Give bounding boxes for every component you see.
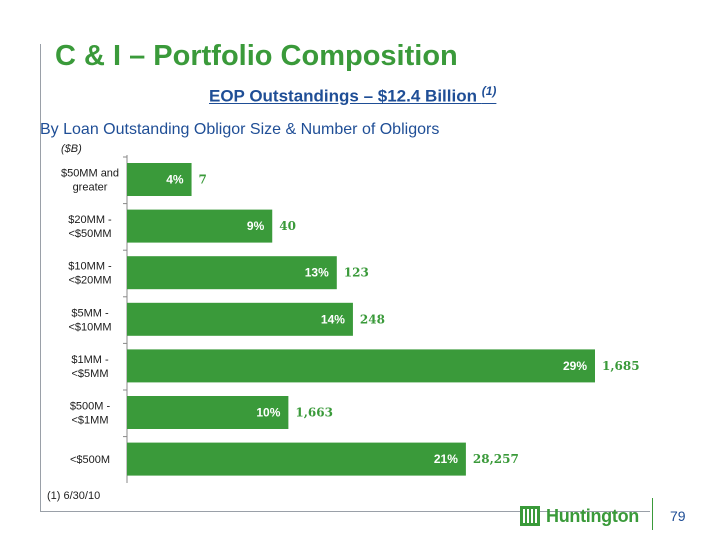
bar-percent-label: 10% xyxy=(256,406,280,420)
obligor-count-label: 248 xyxy=(360,312,385,326)
category-label-line: $5MM - xyxy=(71,307,109,319)
bar xyxy=(127,256,337,290)
chart-title: By Loan Outstanding Obligor Size & Numbe… xyxy=(40,121,440,138)
category-label-line: <$20MM xyxy=(68,275,111,287)
category-label-line: <$5MM xyxy=(72,368,109,380)
huntington-logo-icon xyxy=(520,506,540,526)
bar-percent-label: 4% xyxy=(166,173,184,187)
huntington-logo: Huntington xyxy=(520,505,639,527)
category-label-line: <$1MM xyxy=(72,415,109,427)
unit-label: ($B) xyxy=(61,143,82,155)
subtitle-note: (1) xyxy=(481,84,497,98)
category-label-line: $20MM - xyxy=(68,214,112,226)
category-label-line: $50MM and xyxy=(61,168,119,180)
category-label-line: <$500M xyxy=(70,454,110,466)
category-label: $20MM - <$50MM xyxy=(68,214,112,240)
bar xyxy=(127,163,192,196)
obligor-count-label: 1,663 xyxy=(295,406,333,420)
bar xyxy=(127,442,466,476)
category-label: $10MM - <$20MM xyxy=(68,261,112,287)
bar xyxy=(127,302,353,336)
bar xyxy=(127,396,289,429)
category-label: $50MM and greater xyxy=(61,168,119,194)
obligor-count-label: 1,685 xyxy=(602,359,640,373)
bar-percent-label: 29% xyxy=(563,359,587,373)
bottom-rule xyxy=(40,511,650,512)
left-rule xyxy=(40,44,41,512)
logo-text: Huntington xyxy=(546,505,639,526)
category-label-line: $500M - xyxy=(70,401,111,413)
obligor-count-label: 28,257 xyxy=(473,452,519,466)
bar-percent-label: 14% xyxy=(321,312,345,326)
logo-divider xyxy=(652,498,653,530)
subtitle-text: EOP Outstandings – $12.4 Billion xyxy=(209,86,477,106)
obligor-count-label: 7 xyxy=(199,173,207,187)
category-label: <$500M xyxy=(70,454,110,466)
category-label-line: $10MM - xyxy=(68,261,112,273)
bar-percent-label: 9% xyxy=(247,219,265,233)
bar xyxy=(127,349,595,383)
page-number: 79 xyxy=(670,508,686,524)
category-label: $5MM - <$10MM xyxy=(68,307,111,333)
subtitle: EOP Outstandings – $12.4 Billion (1) xyxy=(209,84,496,107)
category-label: $500M - <$1MM xyxy=(70,401,111,427)
category-label-line: <$10MM xyxy=(68,321,111,333)
category-label-line: $1MM - xyxy=(71,354,109,366)
bar-percent-label: 13% xyxy=(305,266,329,280)
obligor-count-label: 40 xyxy=(279,219,296,233)
category-label-line: <$50MM xyxy=(68,228,111,240)
page-title: C & I – Portfolio Composition xyxy=(55,40,458,72)
bar xyxy=(127,209,273,243)
category-label-line: greater xyxy=(73,182,108,194)
category-label: $1MM - <$5MM xyxy=(71,354,109,380)
bar-percent-label: 21% xyxy=(434,452,458,466)
obligor-count-label: 123 xyxy=(344,266,369,280)
footnote: (1) 6/30/10 xyxy=(47,490,101,502)
